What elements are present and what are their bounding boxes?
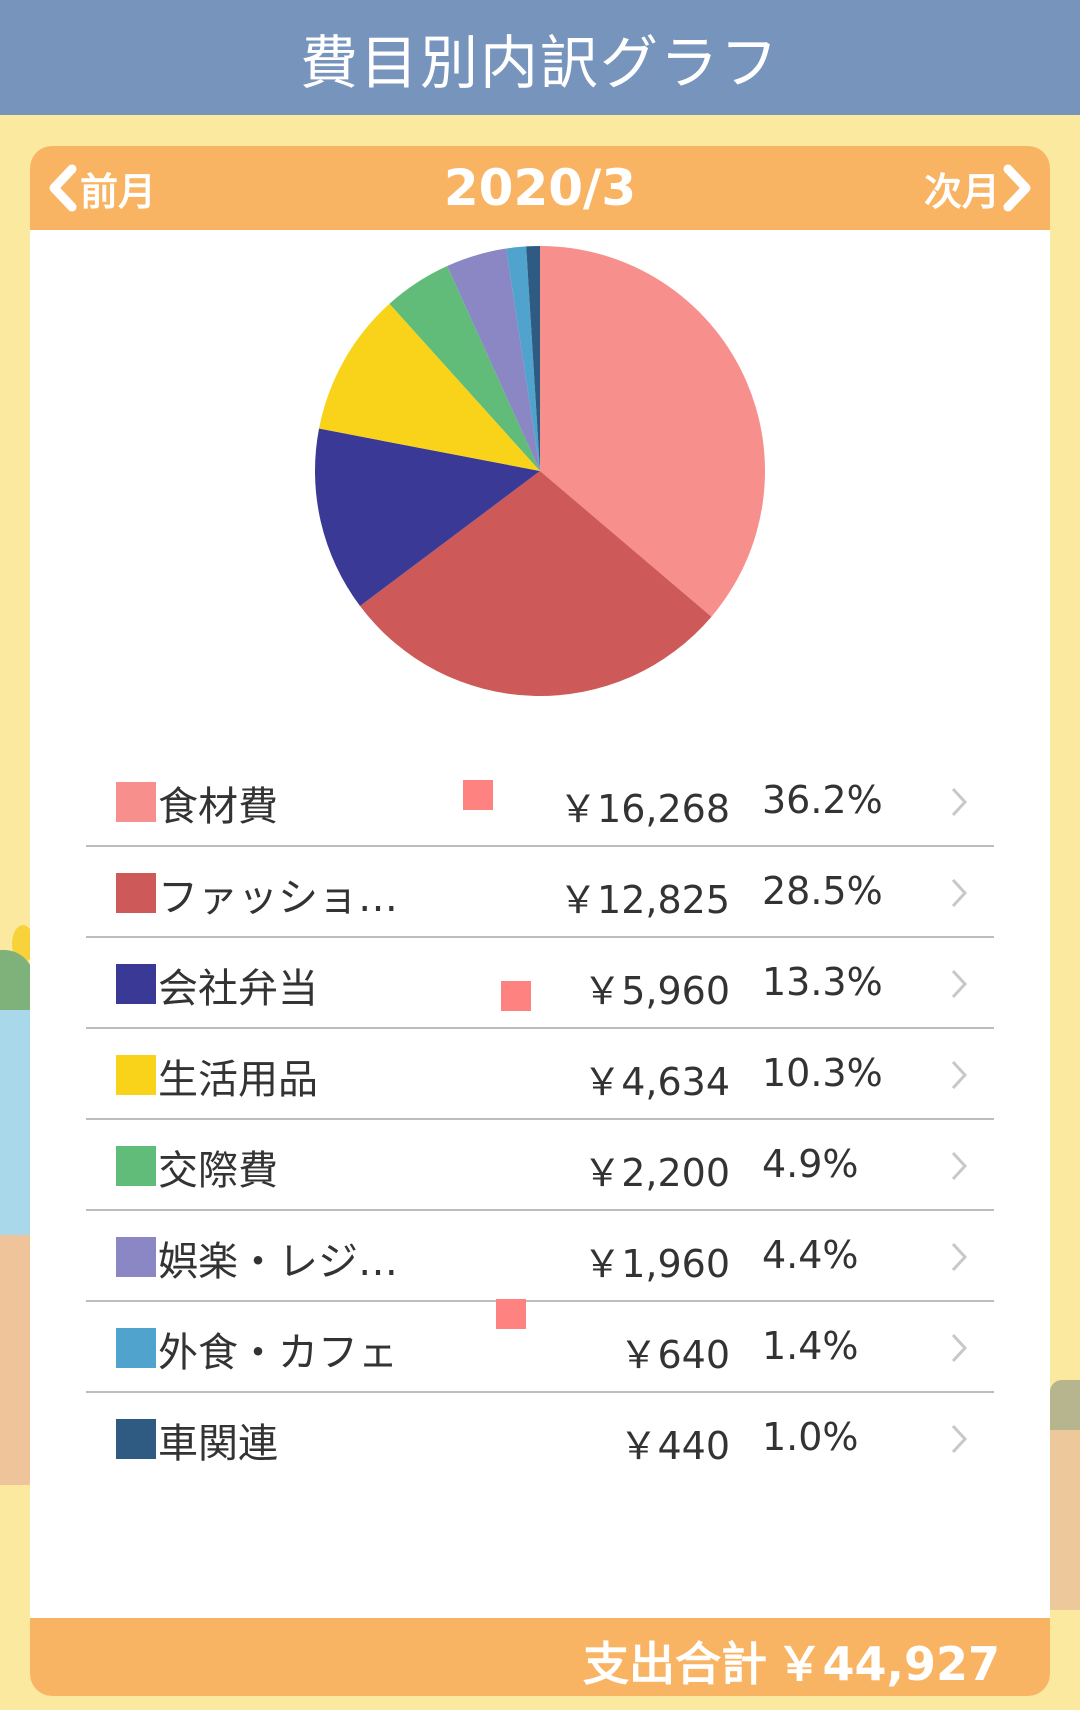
pie-slice — [389, 266, 540, 471]
category-list: 食材費 ￥16,268 36.2% ファッショ… ￥12,825 28.5% 会社弁当 ￥5,… — [86, 756, 994, 1482]
category-percent: 4.4% — [762, 1233, 859, 1277]
next-month-button[interactable]: 次月 — [924, 146, 1034, 230]
category-percent: 1.4% — [762, 1324, 859, 1368]
category-row[interactable]: 車関連 ￥440 1.0% — [86, 1393, 994, 1482]
category-percent: 4.9% — [762, 1142, 859, 1186]
category-row[interactable]: 外食・カフェ ￥640 1.4% — [86, 1302, 994, 1393]
category-color-swatch — [116, 1055, 156, 1095]
category-percent: 36.2% — [762, 778, 883, 822]
pie-slice — [315, 428, 540, 607]
total-label: 支出合計 — [583, 1637, 767, 1691]
category-name: 車関連 — [158, 1421, 278, 1467]
category-amount: ￥5,960 — [583, 969, 730, 1013]
next-month-label: 次月 — [923, 169, 1000, 214]
decorative-pot — [0, 1010, 30, 1240]
category-amount: ￥1,960 — [583, 1242, 730, 1286]
chevron-left-icon — [49, 164, 77, 212]
category-color-swatch — [116, 1419, 156, 1459]
pie-slice — [319, 303, 540, 471]
category-name: 外食・カフェ — [158, 1330, 398, 1376]
category-name: ファッショ… — [158, 875, 398, 921]
category-percent: 28.5% — [762, 869, 883, 913]
category-color-swatch — [116, 873, 156, 913]
category-row[interactable]: 娯楽・レジ… ￥1,960 4.4% — [86, 1211, 994, 1302]
pie-slice — [540, 246, 765, 617]
category-color-swatch — [116, 1237, 156, 1277]
category-name: 食材費 — [158, 784, 278, 830]
current-month: 2020/3 — [443, 159, 637, 217]
category-amount: ￥12,825 — [559, 878, 730, 922]
highlight-marker — [496, 1299, 526, 1329]
total-value: ￥44,927 — [776, 1637, 1000, 1691]
category-percent: 13.3% — [762, 960, 883, 1004]
chevron-right-icon — [951, 1060, 968, 1090]
page-title: 費目別内訳グラフ — [299, 28, 780, 97]
chevron-right-icon — [951, 787, 968, 817]
chevron-right-icon — [951, 1424, 968, 1454]
pie-slice — [447, 248, 540, 471]
pie-slice — [360, 471, 712, 696]
expense-pie-chart — [315, 246, 765, 696]
category-color-swatch — [116, 1328, 156, 1368]
category-name: 会社弁当 — [158, 966, 318, 1012]
chevron-right-icon — [951, 1151, 968, 1181]
category-amount: ￥440 — [619, 1424, 730, 1468]
category-amount: ￥16,268 — [559, 787, 730, 831]
category-row[interactable]: ファッショ… ￥12,825 28.5% — [86, 847, 994, 938]
pie-slice — [506, 246, 540, 471]
chevron-right-icon — [1003, 164, 1031, 212]
decorative-box — [0, 1235, 30, 1485]
category-amount: ￥4,634 — [583, 1060, 730, 1104]
category-color-swatch — [116, 782, 156, 822]
category-name: 娯楽・レジ… — [158, 1239, 398, 1285]
category-amount: ￥640 — [619, 1333, 730, 1377]
category-row[interactable]: 交際費 ￥2,200 4.9% — [86, 1120, 994, 1211]
month-navigation: 前月 2020/3 次月 — [30, 146, 1050, 230]
prev-month-label: 前月 — [80, 169, 157, 214]
category-name: 生活用品 — [158, 1057, 318, 1103]
category-amount: ￥2,200 — [583, 1151, 730, 1195]
chevron-right-icon — [951, 1242, 968, 1272]
pie-slice — [526, 246, 540, 471]
category-row[interactable]: 生活用品 ￥4,634 10.3% — [86, 1029, 994, 1120]
decorative-object-top — [1050, 1380, 1080, 1430]
category-row[interactable]: 食材費 ￥16,268 36.2% — [86, 756, 994, 847]
category-row[interactable]: 会社弁当 ￥5,960 13.3% — [86, 938, 994, 1029]
category-color-swatch — [116, 964, 156, 1004]
category-color-swatch — [116, 1146, 156, 1186]
category-percent: 10.3% — [762, 1051, 883, 1095]
highlight-marker — [501, 981, 531, 1011]
highlight-marker — [463, 780, 493, 810]
prev-month-button[interactable]: 前月 — [46, 146, 156, 230]
chevron-right-icon — [951, 1333, 968, 1363]
breakdown-panel: 前月 2020/3 次月 食材費 ￥16,268 36.2% ファッショ… ￥12,82… — [30, 146, 1050, 1696]
category-percent: 1.0% — [762, 1415, 859, 1459]
chevron-right-icon — [951, 878, 968, 908]
app-header: 費目別内訳グラフ — [0, 0, 1080, 115]
chevron-right-icon — [951, 969, 968, 999]
total-bar: 支出合計 ￥44,927 — [30, 1618, 1050, 1696]
category-name: 交際費 — [158, 1148, 278, 1194]
